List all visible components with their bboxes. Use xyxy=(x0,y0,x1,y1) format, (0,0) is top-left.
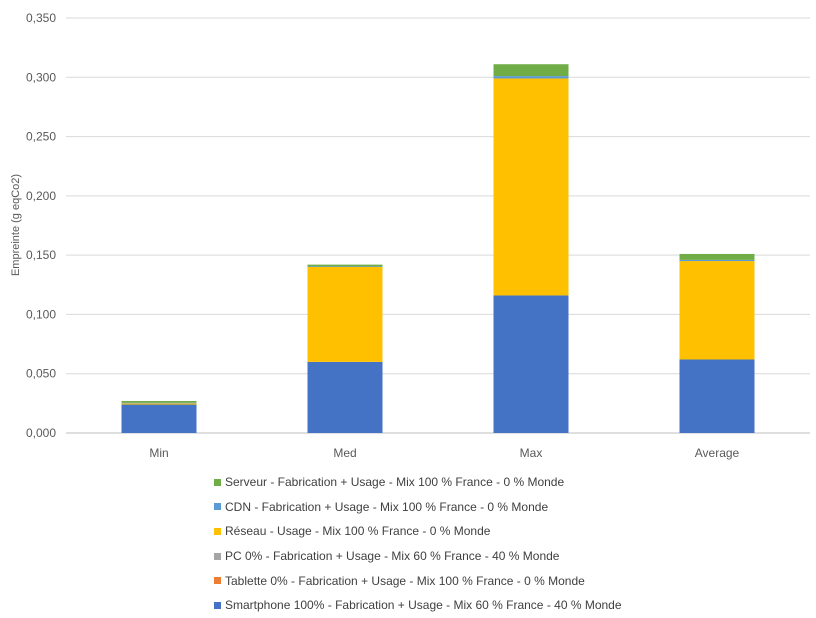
legend-label: Réseau - Usage - Mix 100 % France - 0 % … xyxy=(225,524,491,539)
y-tick-label: 0,300 xyxy=(26,70,56,84)
bar-segment xyxy=(679,259,755,262)
x-tick-label: Min xyxy=(149,446,168,460)
bar-segment xyxy=(493,295,569,433)
legend-swatch xyxy=(214,503,221,511)
legend-label: Serveur - Fabrication + Usage - Mix 100 … xyxy=(225,475,565,490)
y-tick-label: 0,250 xyxy=(26,130,56,144)
bar-segment xyxy=(307,264,383,267)
legend-item: PC 0% - Fabrication + Usage - Mix 60 % F… xyxy=(214,544,622,569)
bar-segment xyxy=(493,64,569,77)
y-tick-label: 0,200 xyxy=(26,189,56,203)
y-tick-label: 0,150 xyxy=(26,248,56,262)
legend-item: CDN - Fabrication + Usage - Mix 100 % Fr… xyxy=(214,495,622,520)
y-axis-ticks: 0,000 0,050 0,100 0,150 0,200 0,250 0,300 0,350 xyxy=(26,11,56,440)
legend-label: Smartphone 100% - Fabrication + Usage - … xyxy=(225,598,622,613)
y-axis-title: Empreinte (g eqCo2) xyxy=(10,174,22,276)
bar-segment xyxy=(493,78,569,296)
legend-swatch xyxy=(214,478,221,486)
gridlines xyxy=(66,17,810,434)
bar-segment xyxy=(679,359,755,433)
bar-segment xyxy=(307,361,383,433)
legend-item: Serveur - Fabrication + Usage - Mix 100 … xyxy=(214,470,622,495)
bar-segment xyxy=(307,266,383,267)
legend-swatch xyxy=(214,552,221,560)
bar-segment xyxy=(307,267,383,362)
y-tick-label: 0,050 xyxy=(26,367,56,381)
legend-swatch xyxy=(214,601,221,609)
legend-swatch xyxy=(214,577,221,585)
x-tick-label: Max xyxy=(520,446,543,460)
x-axis-ticks: Min Med Max Average xyxy=(149,446,739,460)
bar-segment xyxy=(679,253,755,260)
x-tick-label: Average xyxy=(695,446,740,460)
y-tick-label: 0,350 xyxy=(26,11,56,25)
bar-segment xyxy=(121,404,197,433)
bar-segment xyxy=(121,402,197,404)
legend-item: Tablette 0% - Fabrication + Usage - Mix … xyxy=(214,568,622,593)
bar-segment xyxy=(493,76,569,79)
bar-segment xyxy=(121,403,197,405)
legend-label: Tablette 0% - Fabrication + Usage - Mix … xyxy=(225,573,585,588)
y-tick-label: 0,000 xyxy=(26,426,56,440)
legend-item: Smartphone 100% - Fabrication + Usage - … xyxy=(214,593,622,618)
bar-segment xyxy=(121,400,197,403)
y-tick-label: 0,100 xyxy=(26,307,56,321)
legend-item: Réseau - Usage - Mix 100 % France - 0 % … xyxy=(214,519,622,544)
bar-segment xyxy=(679,261,755,360)
legend-label: CDN - Fabrication + Usage - Mix 100 % Fr… xyxy=(225,499,549,514)
bars xyxy=(121,64,755,433)
legend-swatch xyxy=(214,527,221,535)
legend: Serveur - Fabrication + Usage - Mix 100 … xyxy=(214,470,622,618)
legend-label: PC 0% - Fabrication + Usage - Mix 60 % F… xyxy=(225,549,560,564)
x-tick-label: Med xyxy=(333,446,356,460)
